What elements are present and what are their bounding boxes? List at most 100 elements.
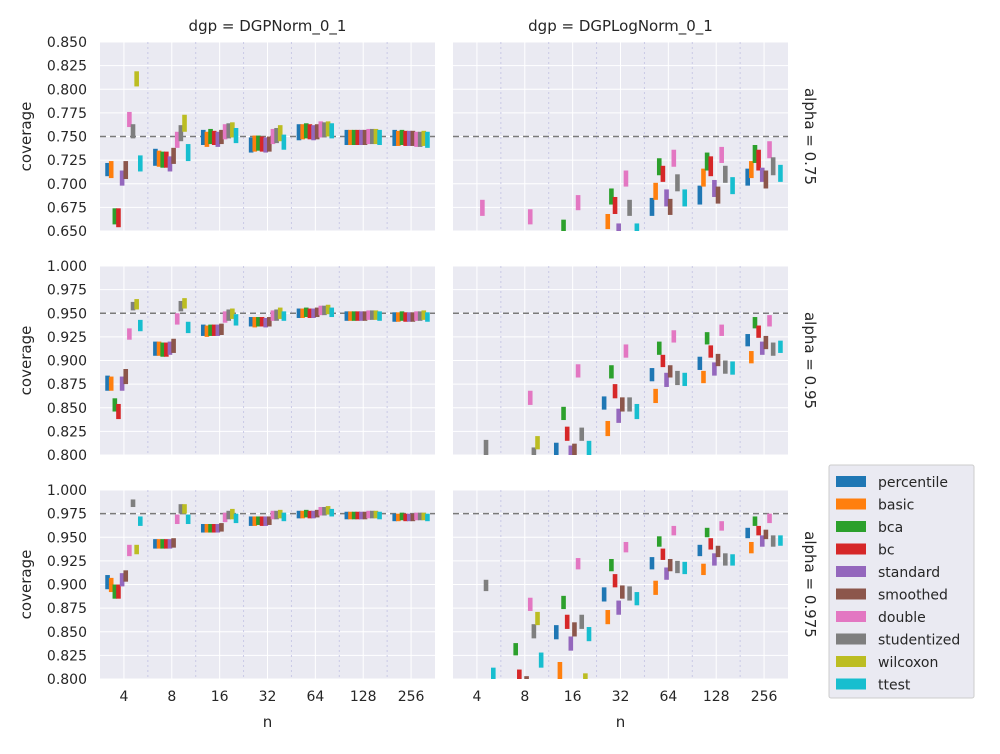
- coverage-bar-bc-n128: [708, 156, 714, 177]
- coverage-bar-studentized-n4: [483, 579, 489, 592]
- coverage-bar-smoothed-n8: [171, 338, 176, 353]
- coverage-bar-bc-n32: [259, 136, 265, 152]
- bars-group: [105, 499, 430, 599]
- coverage-bar-bca-n16: [561, 219, 566, 231]
- coverage-bar-bc-n128: [708, 538, 714, 550]
- coverage-bar-studentized-n128: [723, 165, 728, 183]
- coverage-bar-percentile-n8: [153, 148, 158, 166]
- coverage-bar-double-n16: [222, 124, 228, 140]
- coverage-bar-studentized-n256: [417, 131, 423, 147]
- coverage-bar-basic-n64: [653, 580, 658, 595]
- coverage-bar-smoothed-n64: [314, 307, 320, 318]
- coverage-bar-wilcoxon-n64: [325, 304, 331, 315]
- coverage-bar-double-n16: [575, 558, 581, 570]
- coverage-bar-bc-n32: [259, 516, 265, 526]
- y-tick-label: 0.800: [47, 448, 87, 464]
- legend-label: ttest: [878, 678, 911, 694]
- coverage-bar-bca-n32: [609, 558, 614, 572]
- coverage-bar-bc-n4: [116, 208, 121, 228]
- coverage-bar-bc-n8: [164, 342, 169, 357]
- coverage-bar-smoothed-n64: [667, 198, 673, 215]
- coverage-bar-basic-n64: [653, 388, 658, 404]
- coverage-bar-standard-n256: [406, 312, 412, 322]
- coverage-bar-ttest-n16: [233, 513, 239, 524]
- coverage-bar-studentized-n8: [531, 447, 537, 455]
- coverage-bar-percentile-n128: [344, 511, 350, 520]
- coverage-bar-wilcoxon-n32: [277, 307, 283, 319]
- coverage-bar-basic-n256: [396, 513, 401, 522]
- coverage-bar-ttest-n64: [329, 508, 335, 517]
- legend-label: bca: [878, 520, 903, 536]
- row-title: alpha = 0.95: [801, 312, 819, 409]
- coverage-bar-double-n128: [719, 146, 724, 163]
- coverage-bar-wilcoxon-n256: [421, 512, 427, 521]
- coverage-bar-double-n256: [767, 315, 772, 327]
- coverage-bar-bc-n16: [211, 324, 217, 336]
- coverage-bar-basic-n8: [156, 539, 162, 549]
- coverage-bar-studentized-n4: [130, 301, 136, 311]
- coverage-bar-wilcoxon-n4: [487, 464, 492, 473]
- coverage-bar-double-n32: [270, 510, 276, 520]
- coverage-bar-smoothed-n128: [715, 353, 721, 367]
- coverage-bar-basic-n256: [749, 161, 754, 179]
- x-tick-label: 64: [659, 689, 677, 705]
- y-tick-label: 0.725: [47, 153, 87, 169]
- coverage-bar-standard-n128: [712, 362, 717, 376]
- x-tick-label: 64: [306, 689, 324, 705]
- coverage-bar-double-n64: [671, 525, 677, 536]
- coverage-bar-bca-n8: [160, 342, 165, 357]
- coverage-bar-ttest-n128: [730, 554, 735, 566]
- coverage-bar-standard-n128: [712, 553, 717, 566]
- coverage-bar-bc-n8: [517, 669, 522, 679]
- coverage-bar-bca-n32: [609, 188, 614, 205]
- coverage-bar-double-n128: [366, 310, 371, 320]
- coverage-bar-basic-n64: [653, 182, 658, 200]
- coverage-bar-standard-n16: [215, 131, 221, 147]
- coverage-bar-studentized-n32: [627, 586, 632, 601]
- coverage-bar-bc-n64: [660, 354, 666, 368]
- y-tick-label: 0.675: [47, 200, 87, 216]
- coverage-bar-bca-n256: [752, 516, 758, 526]
- coverage-bar-percentile-n256: [745, 168, 750, 186]
- coverage-bar-standard-n64: [311, 125, 316, 141]
- coverage-bar-double-n256: [414, 131, 419, 147]
- coverage-bar-bc-n16: [211, 524, 217, 533]
- coverage-bar-ttest-n32: [281, 311, 287, 321]
- coverage-bar-basic-n4: [108, 577, 114, 593]
- coverage-bar-studentized-n16: [579, 614, 585, 629]
- coverage-bar-ttest-n8: [539, 464, 544, 473]
- coverage-bar-percentile-n8: [506, 688, 511, 697]
- coverage-bar-standard-n16: [568, 445, 574, 455]
- coverage-bar-standard-n32: [263, 516, 268, 526]
- coverage-bar-standard-n4: [119, 376, 125, 391]
- coverage-bar-ttest-n256: [425, 312, 430, 322]
- coverage-bar-ttest-n128: [377, 511, 382, 520]
- coverage-bar-bc-n32: [259, 317, 265, 327]
- coverage-bar-bca-n4: [466, 464, 471, 473]
- coverage-bar-double-n16: [222, 311, 228, 323]
- coverage-bar-percentile-n256: [392, 312, 397, 322]
- legend-label: wilcoxon: [878, 655, 938, 671]
- coverage-bar-standard-n8: [167, 539, 173, 549]
- coverage-bar-double-n256: [767, 513, 772, 524]
- coverage-bar-percentile-n128: [697, 544, 703, 557]
- x-tick-label: 32: [259, 689, 277, 705]
- coverage-bar-basic-n8: [156, 341, 162, 356]
- y-tick-label: 0.900: [47, 578, 87, 594]
- coverage-bar-bc-n64: [307, 124, 313, 140]
- coverage-bar-standard-n256: [759, 167, 765, 182]
- coverage-bar-standard-n16: [215, 524, 221, 533]
- bars-group: [480, 141, 783, 231]
- coverage-bar-percentile-n128: [697, 185, 703, 205]
- x-tick-label: 8: [520, 689, 529, 705]
- coverage-bar-standard-n32: [263, 137, 268, 153]
- coverage-bar-basic-n128: [701, 370, 706, 384]
- legend-swatch-studentized: [836, 633, 866, 645]
- coverage-bar-ttest-n64: [682, 561, 688, 575]
- coverage-bar-standard-n8: [167, 156, 173, 172]
- coverage-bar-bc-n32: [612, 574, 618, 588]
- coverage-bar-double-n32: [623, 541, 629, 553]
- panel-r1-c0: [100, 265, 435, 456]
- coverage-bar-percentile-n4: [458, 688, 463, 697]
- coverage-bar-basic-n256: [749, 541, 754, 554]
